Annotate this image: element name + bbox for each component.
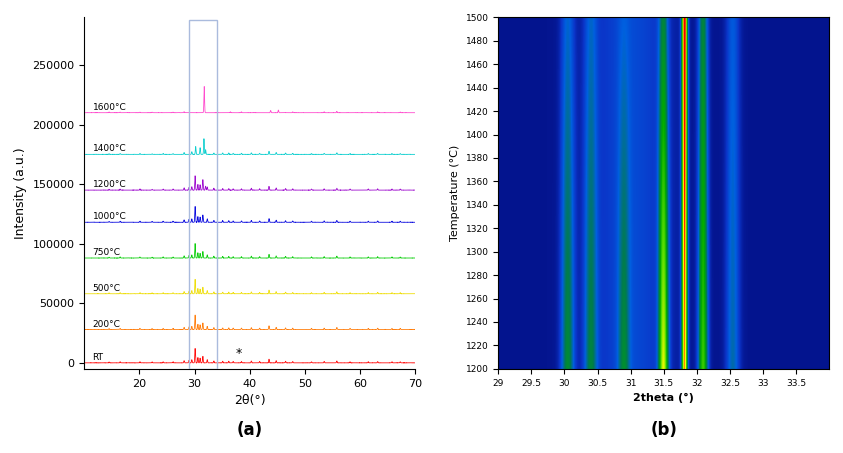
Text: (b): (b) — [650, 421, 677, 439]
Text: (a): (a) — [237, 421, 263, 439]
Text: 1600°C: 1600°C — [93, 103, 126, 112]
Text: RT: RT — [93, 353, 104, 362]
Text: *: * — [235, 347, 242, 361]
Text: 500°C: 500°C — [93, 284, 121, 293]
Text: 1400°C: 1400°C — [93, 145, 126, 154]
Y-axis label: Temperature (°C): Temperature (°C) — [450, 145, 460, 241]
Text: 1200°C: 1200°C — [93, 180, 126, 189]
Text: 1000°C: 1000°C — [93, 212, 126, 222]
Y-axis label: Intensity (a.u.): Intensity (a.u.) — [13, 147, 27, 239]
Text: 750°C: 750°C — [93, 248, 121, 257]
X-axis label: 2theta (°): 2theta (°) — [633, 393, 694, 403]
X-axis label: 2θ(°): 2θ(°) — [234, 394, 266, 407]
Bar — [189, 20, 217, 369]
Text: 200°C: 200°C — [93, 319, 121, 328]
